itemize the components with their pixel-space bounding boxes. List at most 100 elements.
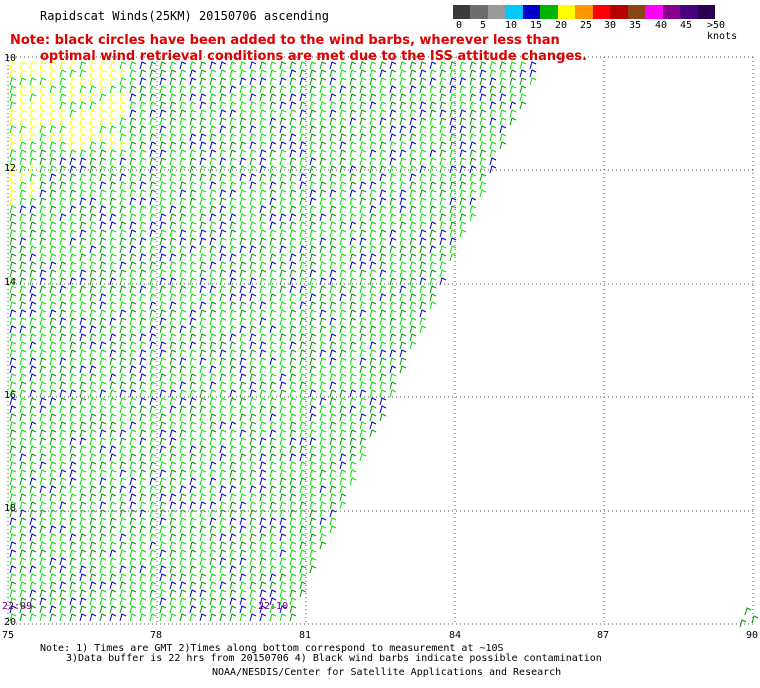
wind-barb [279, 117, 287, 126]
wind-barb [289, 93, 297, 102]
wind-barb [199, 205, 207, 214]
wind-barb [299, 461, 307, 470]
wind-barb [359, 413, 367, 422]
wind-barb [299, 85, 307, 94]
wind-barb [349, 301, 357, 310]
wind-barb [209, 381, 217, 390]
wind-barb [429, 77, 437, 86]
wind-barb [39, 157, 47, 166]
wind-barb [19, 149, 27, 158]
wind-barb [49, 517, 57, 526]
wind-barb [389, 109, 397, 118]
wind-barb [249, 365, 257, 374]
wind-barb [339, 461, 347, 470]
wind-barb [409, 173, 417, 182]
wind-barb [19, 237, 27, 246]
wind-barb [9, 533, 17, 542]
wind-barb [499, 93, 507, 102]
wind-barb [239, 357, 247, 366]
wind-barb [339, 437, 347, 446]
wind-barb [229, 589, 237, 598]
wind-barb [289, 501, 297, 510]
wind-barb [269, 269, 277, 278]
wind-barb [309, 565, 317, 574]
wind-barb [349, 277, 357, 286]
wind-barb [199, 261, 207, 270]
wind-barb [199, 125, 207, 134]
y-label-16: 16 [4, 390, 17, 401]
wind-barb [329, 397, 337, 406]
wind-barb [119, 181, 127, 190]
wind-barb [399, 117, 407, 126]
wind-barb [219, 205, 227, 214]
wind-barb [399, 181, 407, 190]
wind-barb [269, 333, 277, 342]
wind-barb [109, 501, 117, 510]
wind-barb [49, 181, 57, 190]
wind-barb [309, 533, 317, 542]
wind-barb [399, 61, 407, 70]
wind-barb [209, 277, 217, 286]
wind-barb [199, 149, 207, 158]
wind-barb [139, 165, 147, 174]
y-label-12: 12 [4, 163, 17, 174]
wind-barb [59, 453, 67, 462]
wind-barb [89, 389, 97, 398]
wind-barb [249, 173, 257, 182]
wind-barb [169, 181, 177, 190]
wind-barb [129, 117, 137, 126]
wind-barb [209, 101, 217, 110]
wind-barb [119, 317, 127, 326]
wind-barb [429, 229, 437, 238]
wind-barb [79, 173, 87, 182]
wind-barb [139, 173, 147, 182]
wind-barb [239, 181, 247, 190]
wind-barb [349, 397, 357, 406]
wind-barb [129, 293, 137, 302]
wind-barb [299, 293, 307, 302]
wind-barb [319, 461, 327, 470]
wind-barb [219, 349, 227, 358]
wind-barb [269, 517, 277, 526]
wind-barb [99, 565, 107, 574]
wind-barb [319, 365, 327, 374]
wind-barb [299, 165, 307, 174]
wind-barb [19, 77, 27, 86]
wind-barb [9, 325, 17, 334]
wind-barb [209, 181, 217, 190]
wind-barb [239, 77, 247, 86]
wind-barb [179, 461, 187, 470]
wind-barb [499, 117, 507, 126]
wind-barb [409, 341, 417, 350]
wind-barb [99, 285, 107, 294]
wind-barb [9, 149, 17, 158]
wind-barb [129, 509, 137, 518]
wind-barb [39, 405, 47, 414]
wind-barb [69, 85, 77, 94]
wind-barb [369, 301, 377, 310]
wind-barb [79, 333, 87, 342]
wind-barb [309, 421, 317, 430]
wind-barb [299, 445, 307, 454]
wind-barb [29, 165, 37, 174]
wind-barb [429, 253, 437, 262]
wind-barb [109, 197, 117, 206]
wind-barb [79, 557, 87, 566]
wind-barb [169, 373, 177, 382]
wind-barb [139, 269, 147, 278]
wind-barb [19, 453, 27, 462]
wind-barb [419, 117, 427, 126]
wind-barb [79, 541, 87, 550]
time-label: 22:10 [258, 601, 289, 612]
wind-barb [469, 109, 477, 118]
wind-barb [309, 149, 317, 158]
wind-barb [9, 229, 17, 238]
wind-barb [19, 253, 27, 262]
wind-barb [229, 405, 237, 414]
wind-barb [139, 357, 147, 366]
wind-barb [119, 413, 127, 422]
wind-barb [329, 141, 337, 150]
wind-barb [359, 421, 367, 430]
wind-barb [29, 477, 37, 486]
wind-barb [369, 349, 377, 358]
